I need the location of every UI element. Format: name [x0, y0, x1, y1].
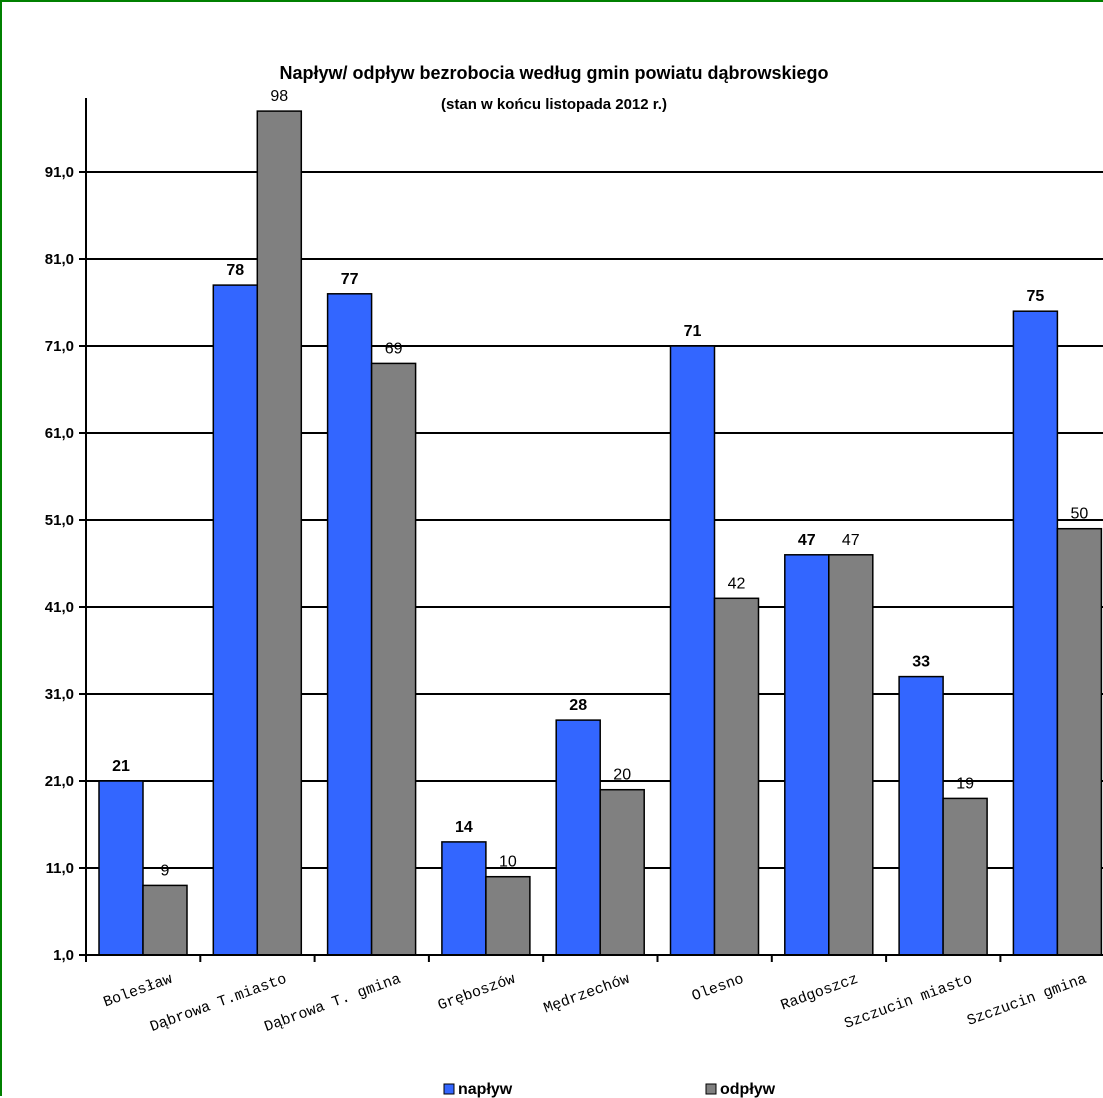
chart-title: Napływ/ odpływ bezrobocia według gmin po… — [279, 63, 828, 83]
data-label: 14 — [455, 819, 473, 836]
x-tick-label: Mędrzechów — [542, 971, 632, 1018]
x-tick-label: Olesno — [690, 971, 747, 1005]
bar-odpływ — [1056, 527, 1103, 956]
data-labels: 21 9 78 98 77 69 14 10 28 20 71 42 47 47 33 19 75 50 — [112, 88, 1088, 879]
legend-label-odpływ: odpływ — [720, 1081, 776, 1098]
y-tick-label: 41,0 — [45, 599, 74, 616]
data-label: 21 — [112, 758, 130, 775]
bar-odpływ — [485, 875, 531, 956]
data-label: 69 — [385, 340, 403, 357]
data-label: 10 — [499, 854, 517, 871]
bar-napływ — [898, 675, 944, 956]
y-tick-label: 51,0 — [45, 512, 74, 529]
data-label: 9 — [161, 862, 170, 879]
y-tick-label: 81,0 — [45, 251, 74, 268]
bar-odpływ — [713, 597, 760, 956]
data-label: 28 — [569, 697, 587, 714]
data-label: 20 — [613, 767, 631, 784]
data-label: 77 — [341, 271, 359, 288]
data-label: 98 — [270, 88, 288, 105]
bar-odpływ — [256, 110, 303, 956]
bar-napływ — [98, 780, 144, 956]
bar-odpływ — [370, 362, 417, 956]
chart-subtitle: (stan w końcu listopada 2012 r.) — [441, 96, 667, 113]
x-tick-label: Szczucin miasto — [842, 971, 975, 1033]
data-label: 75 — [1027, 288, 1045, 305]
y-tick-label: 91,0 — [45, 164, 74, 181]
data-label: 50 — [1071, 506, 1089, 523]
bar-odpływ — [599, 788, 645, 956]
legend-swatch-napływ — [443, 1083, 455, 1095]
legend: napływ odpływ — [443, 1081, 776, 1098]
legend-label-napływ: napływ — [458, 1081, 513, 1098]
x-tick-label: Radgoszcz — [779, 971, 861, 1015]
y-tick-label: 61,0 — [45, 425, 74, 442]
legend-swatch-odpływ — [705, 1083, 717, 1095]
x-tick-label: Bolesław — [101, 971, 174, 1012]
data-label: 42 — [728, 575, 746, 592]
bar-napływ — [212, 284, 259, 956]
bar-napływ — [326, 293, 373, 956]
data-label: 71 — [684, 323, 702, 340]
y-tick-label: 11,0 — [46, 860, 74, 877]
bar-napływ — [555, 719, 601, 956]
y-tick-labels: 1,0 11,0 21,0 31,0 41,0 51,0 61,0 71,0 81,0 91,0 — [45, 164, 74, 964]
data-label: 47 — [798, 532, 816, 549]
bar-odpływ — [142, 884, 188, 956]
y-tick-label: 31,0 — [45, 686, 74, 703]
y-tick-label: 1,0 — [53, 947, 74, 964]
bar-napływ — [784, 554, 830, 956]
data-label: 78 — [226, 262, 244, 279]
bar-napływ — [1012, 310, 1059, 956]
data-label: 47 — [842, 532, 860, 549]
axes — [85, 98, 1103, 962]
bars — [98, 110, 1103, 956]
data-label: 33 — [912, 654, 930, 671]
data-label: 19 — [956, 775, 974, 792]
x-tick-label: Gręboszów — [436, 971, 518, 1015]
y-tick-label: 71,0 — [45, 338, 74, 355]
bar-odpływ — [942, 797, 988, 956]
bar-odpływ — [828, 554, 874, 956]
x-tick-label: Szczucin gmina — [965, 971, 1089, 1030]
y-tick-label: 21,0 — [45, 773, 74, 790]
bar-napływ — [441, 841, 487, 956]
bar-napływ — [669, 345, 716, 956]
